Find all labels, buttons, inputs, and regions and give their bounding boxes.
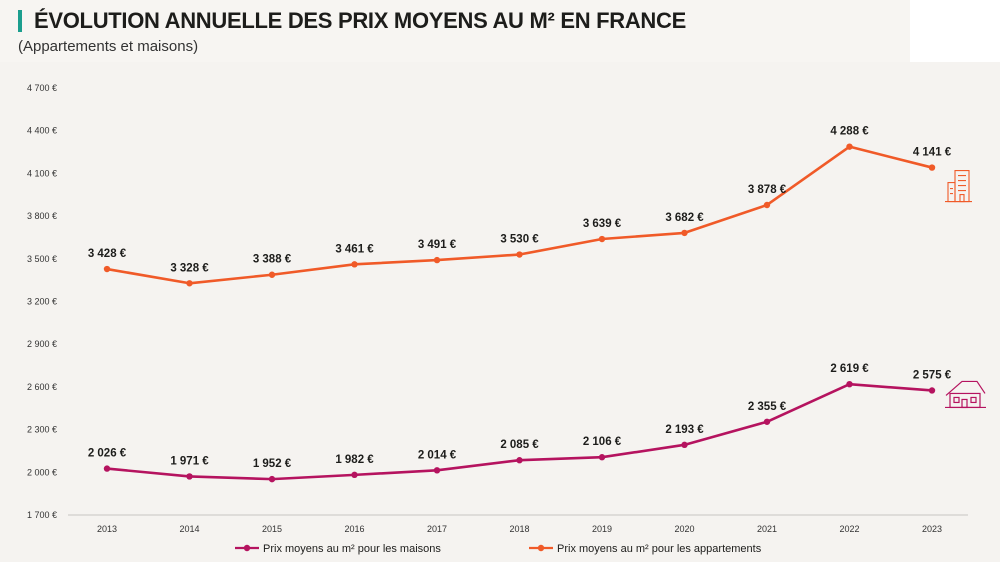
data-point [103, 465, 111, 472]
x-tick-label: 2015 [262, 524, 282, 534]
data-point [516, 457, 523, 464]
x-tick-label: 2020 [674, 524, 694, 534]
y-tick-label: 4 400 € [27, 126, 57, 136]
data-label: 2 193 € [665, 424, 704, 436]
title-accent-bar [18, 10, 22, 32]
legend-item-label: Prix moyens au m² pour les appartements [557, 543, 762, 555]
data-point [516, 251, 523, 258]
x-tick-label: 2017 [427, 524, 447, 534]
data-point [846, 380, 853, 388]
data-point [103, 265, 111, 273]
data-point [681, 229, 688, 237]
x-tick-label: 2013 [97, 524, 117, 534]
y-tick-label: 2 000 € [27, 467, 57, 477]
data-point [763, 418, 771, 425]
chart-title: ÉVOLUTION ANNUELLE DES PRIX MOYENS AU M²… [34, 8, 686, 33]
data-label: 1 952 € [253, 458, 292, 470]
data-point [433, 256, 441, 264]
x-tick-label: 2023 [922, 524, 942, 534]
data-label: 2 355 € [748, 401, 787, 413]
data-point [351, 261, 358, 268]
y-tick-label: 3 200 € [27, 297, 57, 307]
x-tick-label: 2022 [839, 524, 859, 534]
data-point [928, 387, 936, 394]
data-label: 2 085 € [500, 439, 539, 451]
series-line [105, 145, 934, 285]
data-point [433, 467, 441, 474]
data-point [268, 475, 276, 483]
data-label: 1 971 € [170, 455, 209, 467]
y-tick-label: 4 700 € [27, 83, 57, 93]
data-label: 3 530 € [500, 234, 539, 246]
data-label: 2 575 € [913, 369, 952, 381]
series-line [105, 382, 934, 481]
data-point [598, 454, 606, 461]
x-tick-label: 2018 [509, 524, 529, 534]
x-tick-label: 2016 [344, 524, 364, 534]
data-point [763, 201, 771, 209]
data-point [928, 164, 936, 171]
data-label: 2 014 € [418, 449, 457, 461]
house-icon [945, 380, 986, 409]
x-tick-label: 2019 [592, 524, 612, 534]
y-tick-label: 1 700 € [27, 510, 57, 520]
data-label: 3 682 € [665, 212, 704, 224]
chart-subtitle: (Appartements et maisons) [18, 38, 199, 55]
data-label: 3 491 € [418, 239, 457, 251]
data-label: 3 461 € [335, 243, 374, 255]
data-point [351, 471, 358, 479]
data-point [598, 235, 606, 243]
data-point [186, 473, 193, 480]
data-point [681, 441, 688, 449]
y-tick-label: 3 500 € [27, 254, 57, 264]
data-label: 3 878 € [748, 184, 787, 196]
data-point [186, 280, 193, 287]
y-tick-label: 2 600 € [27, 382, 57, 392]
legend-marker-dot [537, 544, 545, 552]
data-label: 2 026 € [88, 448, 127, 460]
y-tick-label: 2 900 € [27, 339, 57, 349]
data-label: 2 619 € [830, 363, 869, 375]
data-label: 4 141 € [913, 147, 952, 159]
y-tick-label: 3 800 € [27, 211, 57, 221]
data-label: 3 388 € [253, 254, 292, 266]
data-label: 3 428 € [88, 248, 127, 260]
y-tick-label: 2 300 € [27, 425, 57, 435]
x-tick-label: 2021 [757, 524, 777, 534]
plot-background [0, 62, 1000, 562]
data-label: 1 982 € [335, 454, 374, 466]
data-label: 3 328 € [170, 262, 209, 274]
data-label: 4 288 € [830, 126, 869, 138]
legend-marker-dot [243, 544, 251, 552]
data-point [846, 143, 853, 150]
header-background [0, 0, 910, 62]
y-tick-label: 4 100 € [27, 168, 57, 178]
data-label: 2 106 € [583, 436, 622, 448]
legend-item-label: Prix moyens au m² pour les maisons [263, 543, 441, 555]
data-label: 3 639 € [583, 218, 622, 230]
data-point [268, 271, 276, 278]
apartment-building-icon [945, 170, 972, 203]
x-tick-label: 2014 [179, 524, 199, 534]
